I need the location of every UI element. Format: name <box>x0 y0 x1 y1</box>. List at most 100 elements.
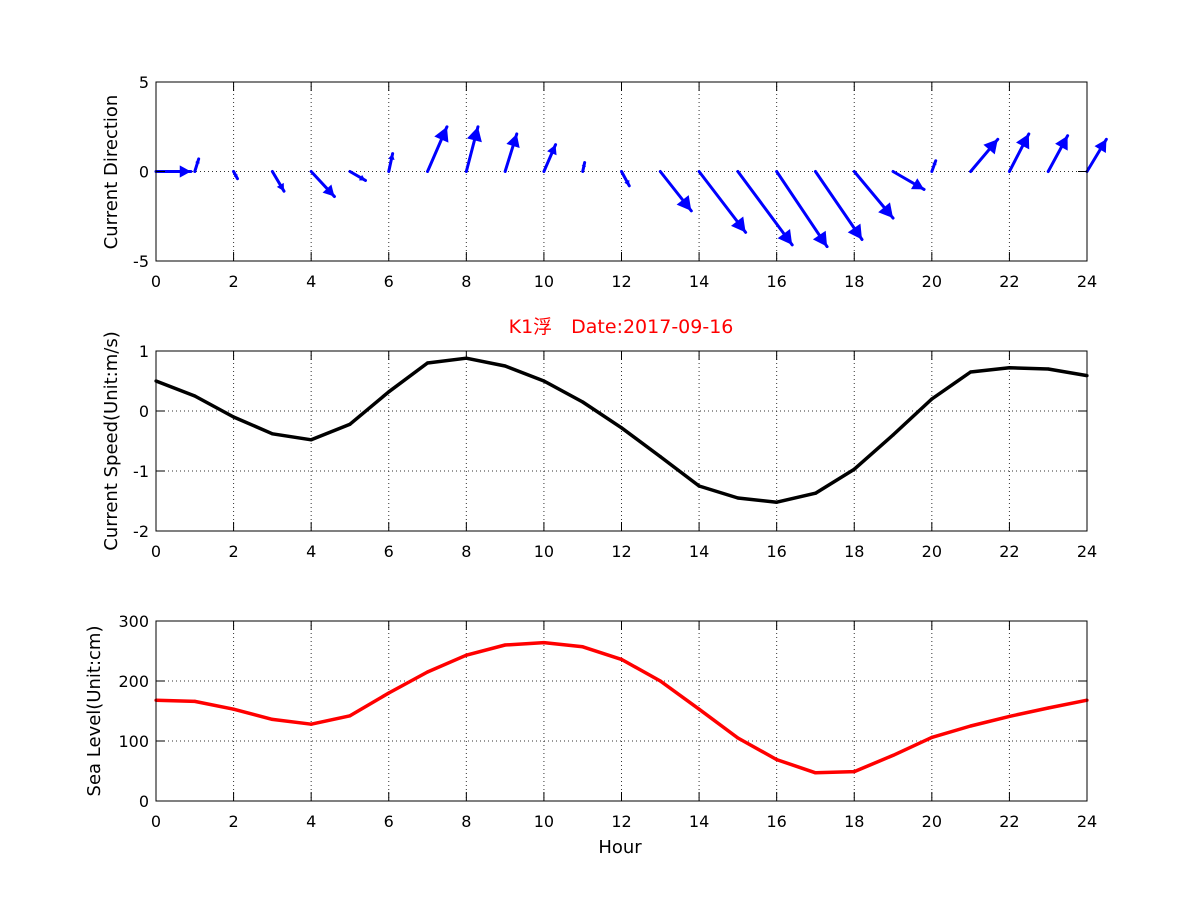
x-tick-label: 6 <box>384 542 394 561</box>
data-point <box>736 496 740 500</box>
data-point <box>969 724 973 728</box>
x-tick-label: 2 <box>228 812 238 831</box>
data-point <box>619 426 624 430</box>
current-direction-y-axis-label: Current Direction <box>101 95 122 250</box>
data-point <box>542 379 546 383</box>
data-point <box>425 361 430 365</box>
arrow-head <box>813 231 827 247</box>
arrows-group <box>156 127 1106 247</box>
data-point <box>309 722 313 726</box>
x-tick-label: 2 <box>228 272 238 291</box>
arrow-head <box>932 161 936 166</box>
data-point <box>309 438 313 442</box>
data-point <box>891 753 895 758</box>
data-point <box>581 400 585 404</box>
x-tick-label: 24 <box>1077 542 1097 561</box>
y-tick-label: 300 <box>118 612 149 631</box>
direction-arrow <box>893 172 924 190</box>
arrow-head <box>323 184 335 196</box>
x-tick-label: 16 <box>766 812 786 831</box>
data-point <box>930 397 934 401</box>
hour-x-axis-label: Hour <box>598 837 642 858</box>
current-direction-panel: Current Direction 0 2 4 6 8 10 12 14 16 18 20 22 24-… <box>101 73 1106 291</box>
data-point <box>736 736 740 740</box>
x-tick-label: 20 <box>922 272 942 291</box>
data-point <box>1046 706 1050 710</box>
data-point <box>387 390 391 394</box>
direction-arrow <box>350 172 366 181</box>
arrow-head <box>878 202 893 218</box>
x-tick-label: 14 <box>689 542 709 561</box>
direction-arrow <box>815 172 862 240</box>
x-tick-label: 10 <box>534 542 554 561</box>
x-tick-label: 0 <box>151 812 161 831</box>
x-tick-label: 6 <box>384 272 394 291</box>
direction-arrow <box>544 145 557 172</box>
x-tick-label: 14 <box>689 272 709 291</box>
direction-arrow <box>971 139 998 171</box>
data-point <box>852 467 856 471</box>
x-tick-label: 16 <box>766 272 786 291</box>
arrow-head <box>359 175 366 181</box>
arrow-shaft <box>738 172 792 245</box>
data-point <box>775 758 779 762</box>
direction-arrow <box>505 134 520 172</box>
direction-arrow <box>582 163 586 172</box>
arrow-head <box>1016 134 1029 149</box>
x-tick-label: 24 <box>1077 812 1097 831</box>
arrow-head <box>983 139 997 154</box>
direction-arrow <box>466 127 482 172</box>
data-point <box>231 707 236 711</box>
data-point <box>813 491 818 495</box>
x-tick-label: 8 <box>461 272 471 291</box>
arrow-head <box>467 127 482 142</box>
direction-arrow <box>854 172 893 219</box>
x-tick-label: 0 <box>151 542 161 561</box>
x-tick-label: 4 <box>306 542 316 561</box>
data-point <box>969 370 973 374</box>
data-point <box>348 714 352 718</box>
data-point <box>852 770 856 774</box>
arrow-head <box>388 154 394 160</box>
y-tick-label: 0 <box>139 163 149 182</box>
arrow-head <box>1055 136 1068 151</box>
arrow-head <box>180 165 191 177</box>
arrow-head <box>582 163 586 167</box>
direction-arrow <box>660 172 691 211</box>
sea-level-y-axis-label: Sea Level(Unit:cm) <box>84 626 105 797</box>
data-point <box>348 422 352 426</box>
x-tick-label: 20 <box>922 542 942 561</box>
x-tick-label: 8 <box>461 542 471 561</box>
y-tick-label: 100 <box>118 732 149 751</box>
data-point <box>387 691 391 695</box>
data-point <box>658 679 662 683</box>
y-tick-label: 1 <box>139 342 149 361</box>
x-tick-label: 18 <box>844 542 864 561</box>
data-point <box>542 641 546 645</box>
data-point <box>775 500 779 504</box>
data-point <box>270 432 274 436</box>
data-point <box>193 394 197 398</box>
x-tick-label: 14 <box>689 812 709 831</box>
y-tick-label: 0 <box>139 402 149 421</box>
arrow-head <box>234 174 238 179</box>
data-point <box>464 653 468 657</box>
y-tick-label: -1 <box>133 462 149 481</box>
data-point <box>193 699 197 704</box>
y-tick-label: 5 <box>139 73 149 92</box>
y-tick-label: 200 <box>118 672 149 691</box>
direction-arrow <box>428 127 449 172</box>
direction-arrow <box>311 172 334 197</box>
data-point <box>1007 714 1012 719</box>
data-point <box>813 771 818 775</box>
direction-arrow <box>1087 139 1106 171</box>
x-tick-label: 22 <box>999 812 1019 831</box>
direction-arrow <box>699 172 746 233</box>
x-tick-label: 12 <box>611 272 631 291</box>
plot-area <box>156 621 1087 801</box>
data-point <box>930 735 934 740</box>
y-tick-label: -2 <box>133 522 149 541</box>
x-tick-label: 10 <box>534 812 554 831</box>
direction-arrow <box>195 159 200 172</box>
